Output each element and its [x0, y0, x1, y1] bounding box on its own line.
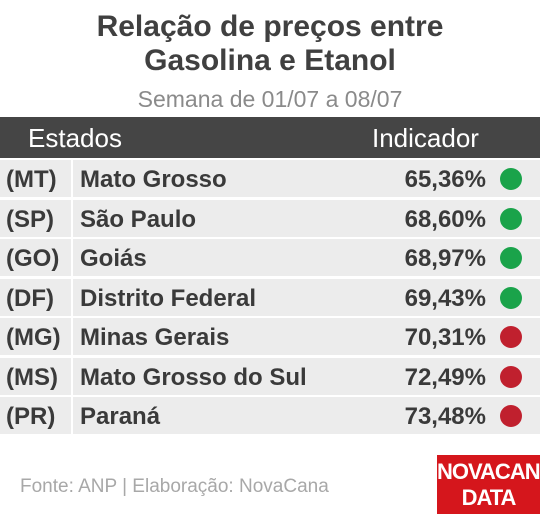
status-dot	[500, 207, 522, 230]
state-name: Minas Gerais	[80, 324, 230, 351]
logo-text: NOVACANA	[437, 459, 540, 484]
table-row: (SP) São Paulo 68,60%	[0, 199, 540, 237]
column-divider	[71, 357, 73, 395]
table-row: (MG) Minas Gerais 70,31%	[0, 318, 540, 355]
title-line: Gasolina e Etanol	[144, 44, 396, 77]
ratio-value: 73,48%	[404, 403, 486, 430]
status-dot	[500, 405, 522, 427]
state-name: Paraná	[80, 403, 161, 430]
ratio-value: 68,97%	[404, 245, 486, 272]
status-dot	[500, 168, 522, 190]
ratio-value: 69,43%	[404, 284, 486, 312]
table-row: (MS) Mato Grosso do Sul 72,49%	[0, 357, 540, 395]
state-name: Distrito Federal	[80, 284, 257, 312]
ratio-value: 72,49%	[404, 363, 486, 391]
table-header: Estados Indicador	[0, 117, 540, 158]
state-name: Goiás	[80, 245, 147, 272]
status-dot	[500, 247, 522, 269]
subtitle: Semana de 01/07 a 08/07	[137, 86, 403, 112]
ratio-value: 65,36%	[404, 166, 486, 193]
column-divider	[71, 160, 73, 197]
column-divider	[71, 199, 73, 237]
table-row: (GO) Goiás 68,97%	[0, 239, 540, 276]
column-divider	[71, 239, 73, 276]
status-dot	[500, 286, 522, 309]
state-name: Mato Grosso	[80, 166, 227, 193]
table-row: (PR) Paraná 73,48%	[0, 397, 540, 434]
state-code: (MG)	[6, 324, 61, 351]
table-row: (MT) Mato Grosso 65,36%	[0, 160, 540, 197]
column-divider	[71, 318, 73, 355]
column-divider	[71, 278, 73, 316]
state-code: (DF)	[6, 284, 54, 312]
state-name: São Paulo	[80, 205, 197, 233]
status-dot	[500, 326, 522, 348]
column-header: Indicador	[372, 123, 479, 153]
state-name: Mato Grosso do Sul	[80, 363, 307, 391]
title-line: Relação de preços entre	[96, 10, 444, 43]
column-divider	[71, 397, 73, 434]
column-header: Estados	[28, 123, 122, 153]
state-code: (SP)	[6, 205, 54, 233]
logo-text: DATA	[461, 485, 517, 510]
source: Fonte: ANP | Elaboração: NovaCana	[20, 476, 329, 497]
state-code: (GO)	[6, 245, 60, 272]
state-code: (PR)	[6, 403, 56, 430]
logo: NOVACANA DATA	[437, 455, 540, 514]
ratio-value: 68,60%	[404, 205, 486, 233]
state-code: (MS)	[6, 363, 58, 391]
ratio-value: 70,31%	[404, 324, 486, 351]
state-code: (MT)	[6, 166, 57, 193]
table-row: (DF) Distrito Federal 69,43%	[0, 278, 540, 316]
status-dot	[500, 365, 522, 388]
